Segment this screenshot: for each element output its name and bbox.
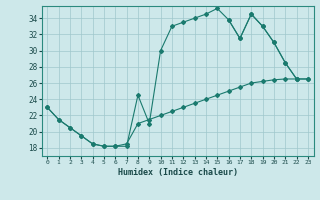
X-axis label: Humidex (Indice chaleur): Humidex (Indice chaleur): [118, 168, 237, 177]
